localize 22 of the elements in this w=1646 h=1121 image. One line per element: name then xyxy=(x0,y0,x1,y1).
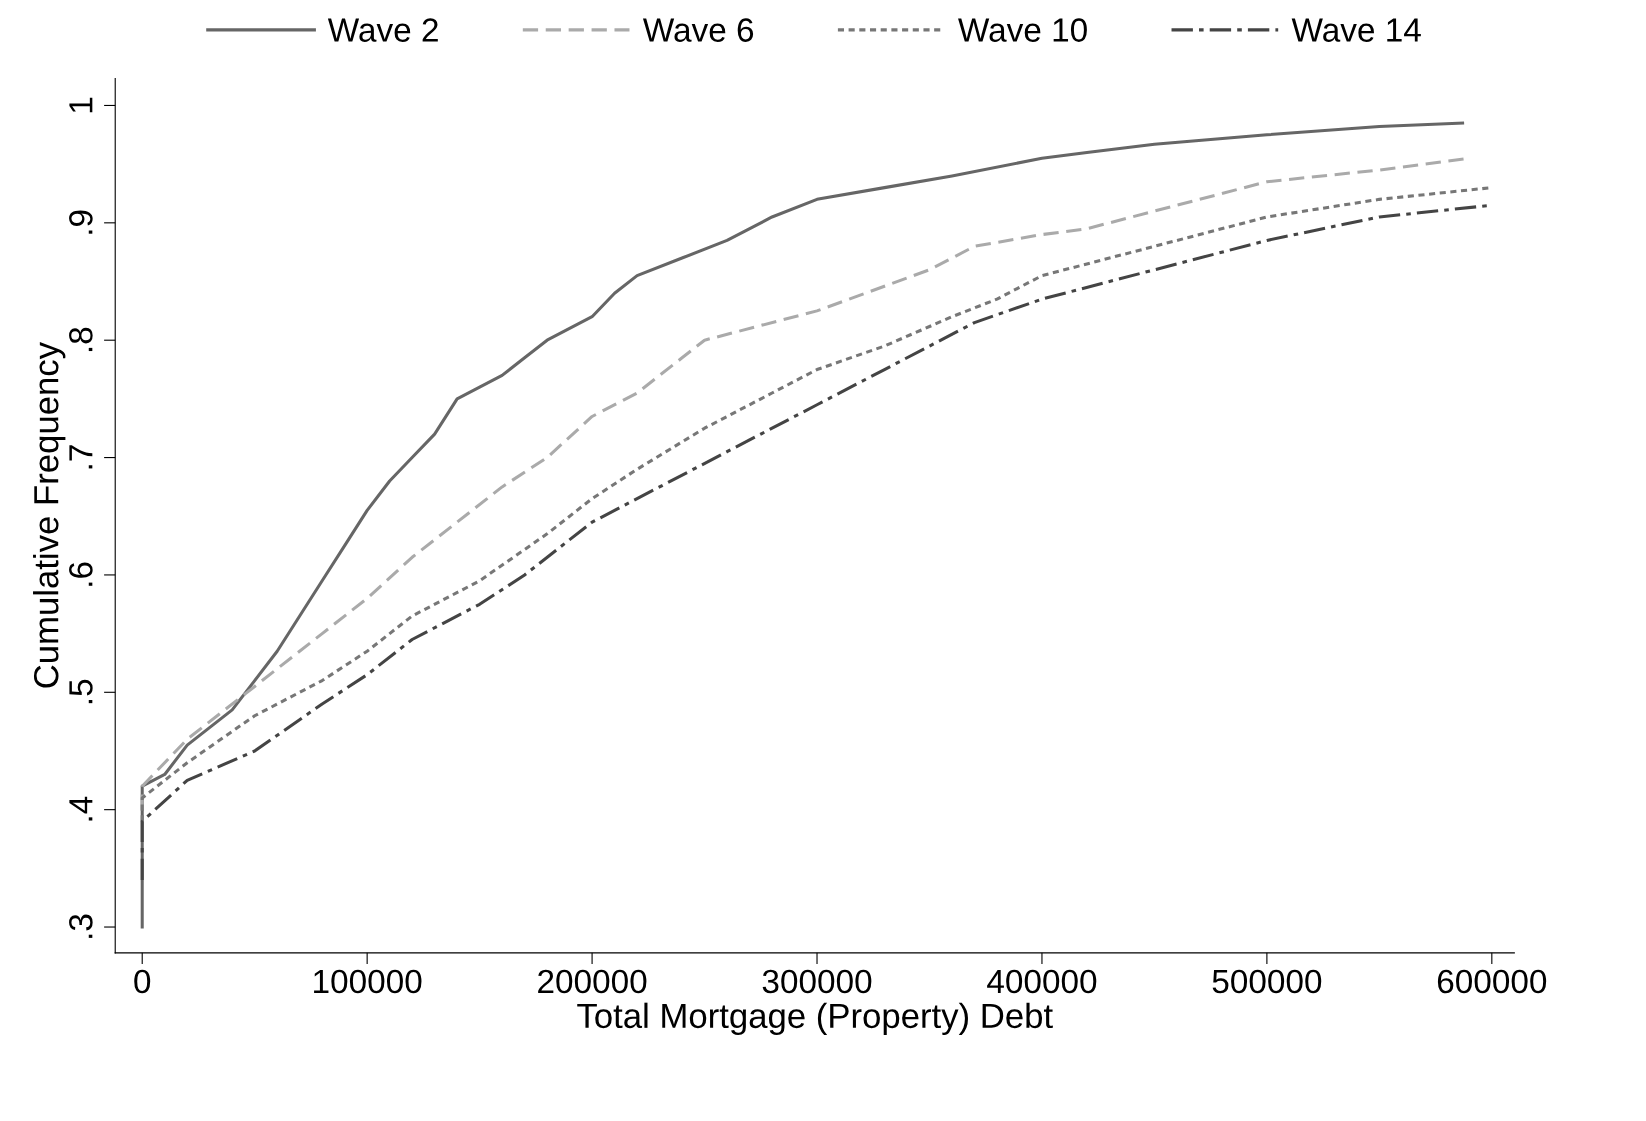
x-tick-label: 600000 xyxy=(1437,969,1547,994)
line-series xyxy=(140,121,1465,929)
x-tick-label: 500000 xyxy=(1212,969,1322,994)
x-tick-label: 200000 xyxy=(538,969,647,994)
x-tick-label: 0 xyxy=(134,969,151,994)
y-tick-label: .6 xyxy=(69,562,93,586)
y-tick-label: .3 xyxy=(69,914,93,938)
y-tick-label: .5 xyxy=(69,679,93,704)
y-axis-title: Cumulative Frequency xyxy=(33,342,66,688)
x-tick-label: 400000 xyxy=(987,969,1097,994)
x-tick-label: 300000 xyxy=(762,969,872,994)
y-tick-label: .7 xyxy=(69,445,93,469)
y-tick-label: .4 xyxy=(69,796,93,821)
legend-label: Wave 14 xyxy=(1291,18,1421,42)
y-tick-label: .8 xyxy=(69,327,93,352)
legend-label: Wave 10 xyxy=(958,18,1087,42)
y-tick-label: 1 xyxy=(69,97,93,113)
legend-label: Wave 6 xyxy=(642,18,754,42)
x-tick-label: 100000 xyxy=(314,969,422,994)
legend-label: Wave 2 xyxy=(327,18,438,42)
x-axis-title: Total Mortgage (Property) Debt xyxy=(577,1002,1053,1036)
y-tick-label: .9 xyxy=(69,210,93,234)
